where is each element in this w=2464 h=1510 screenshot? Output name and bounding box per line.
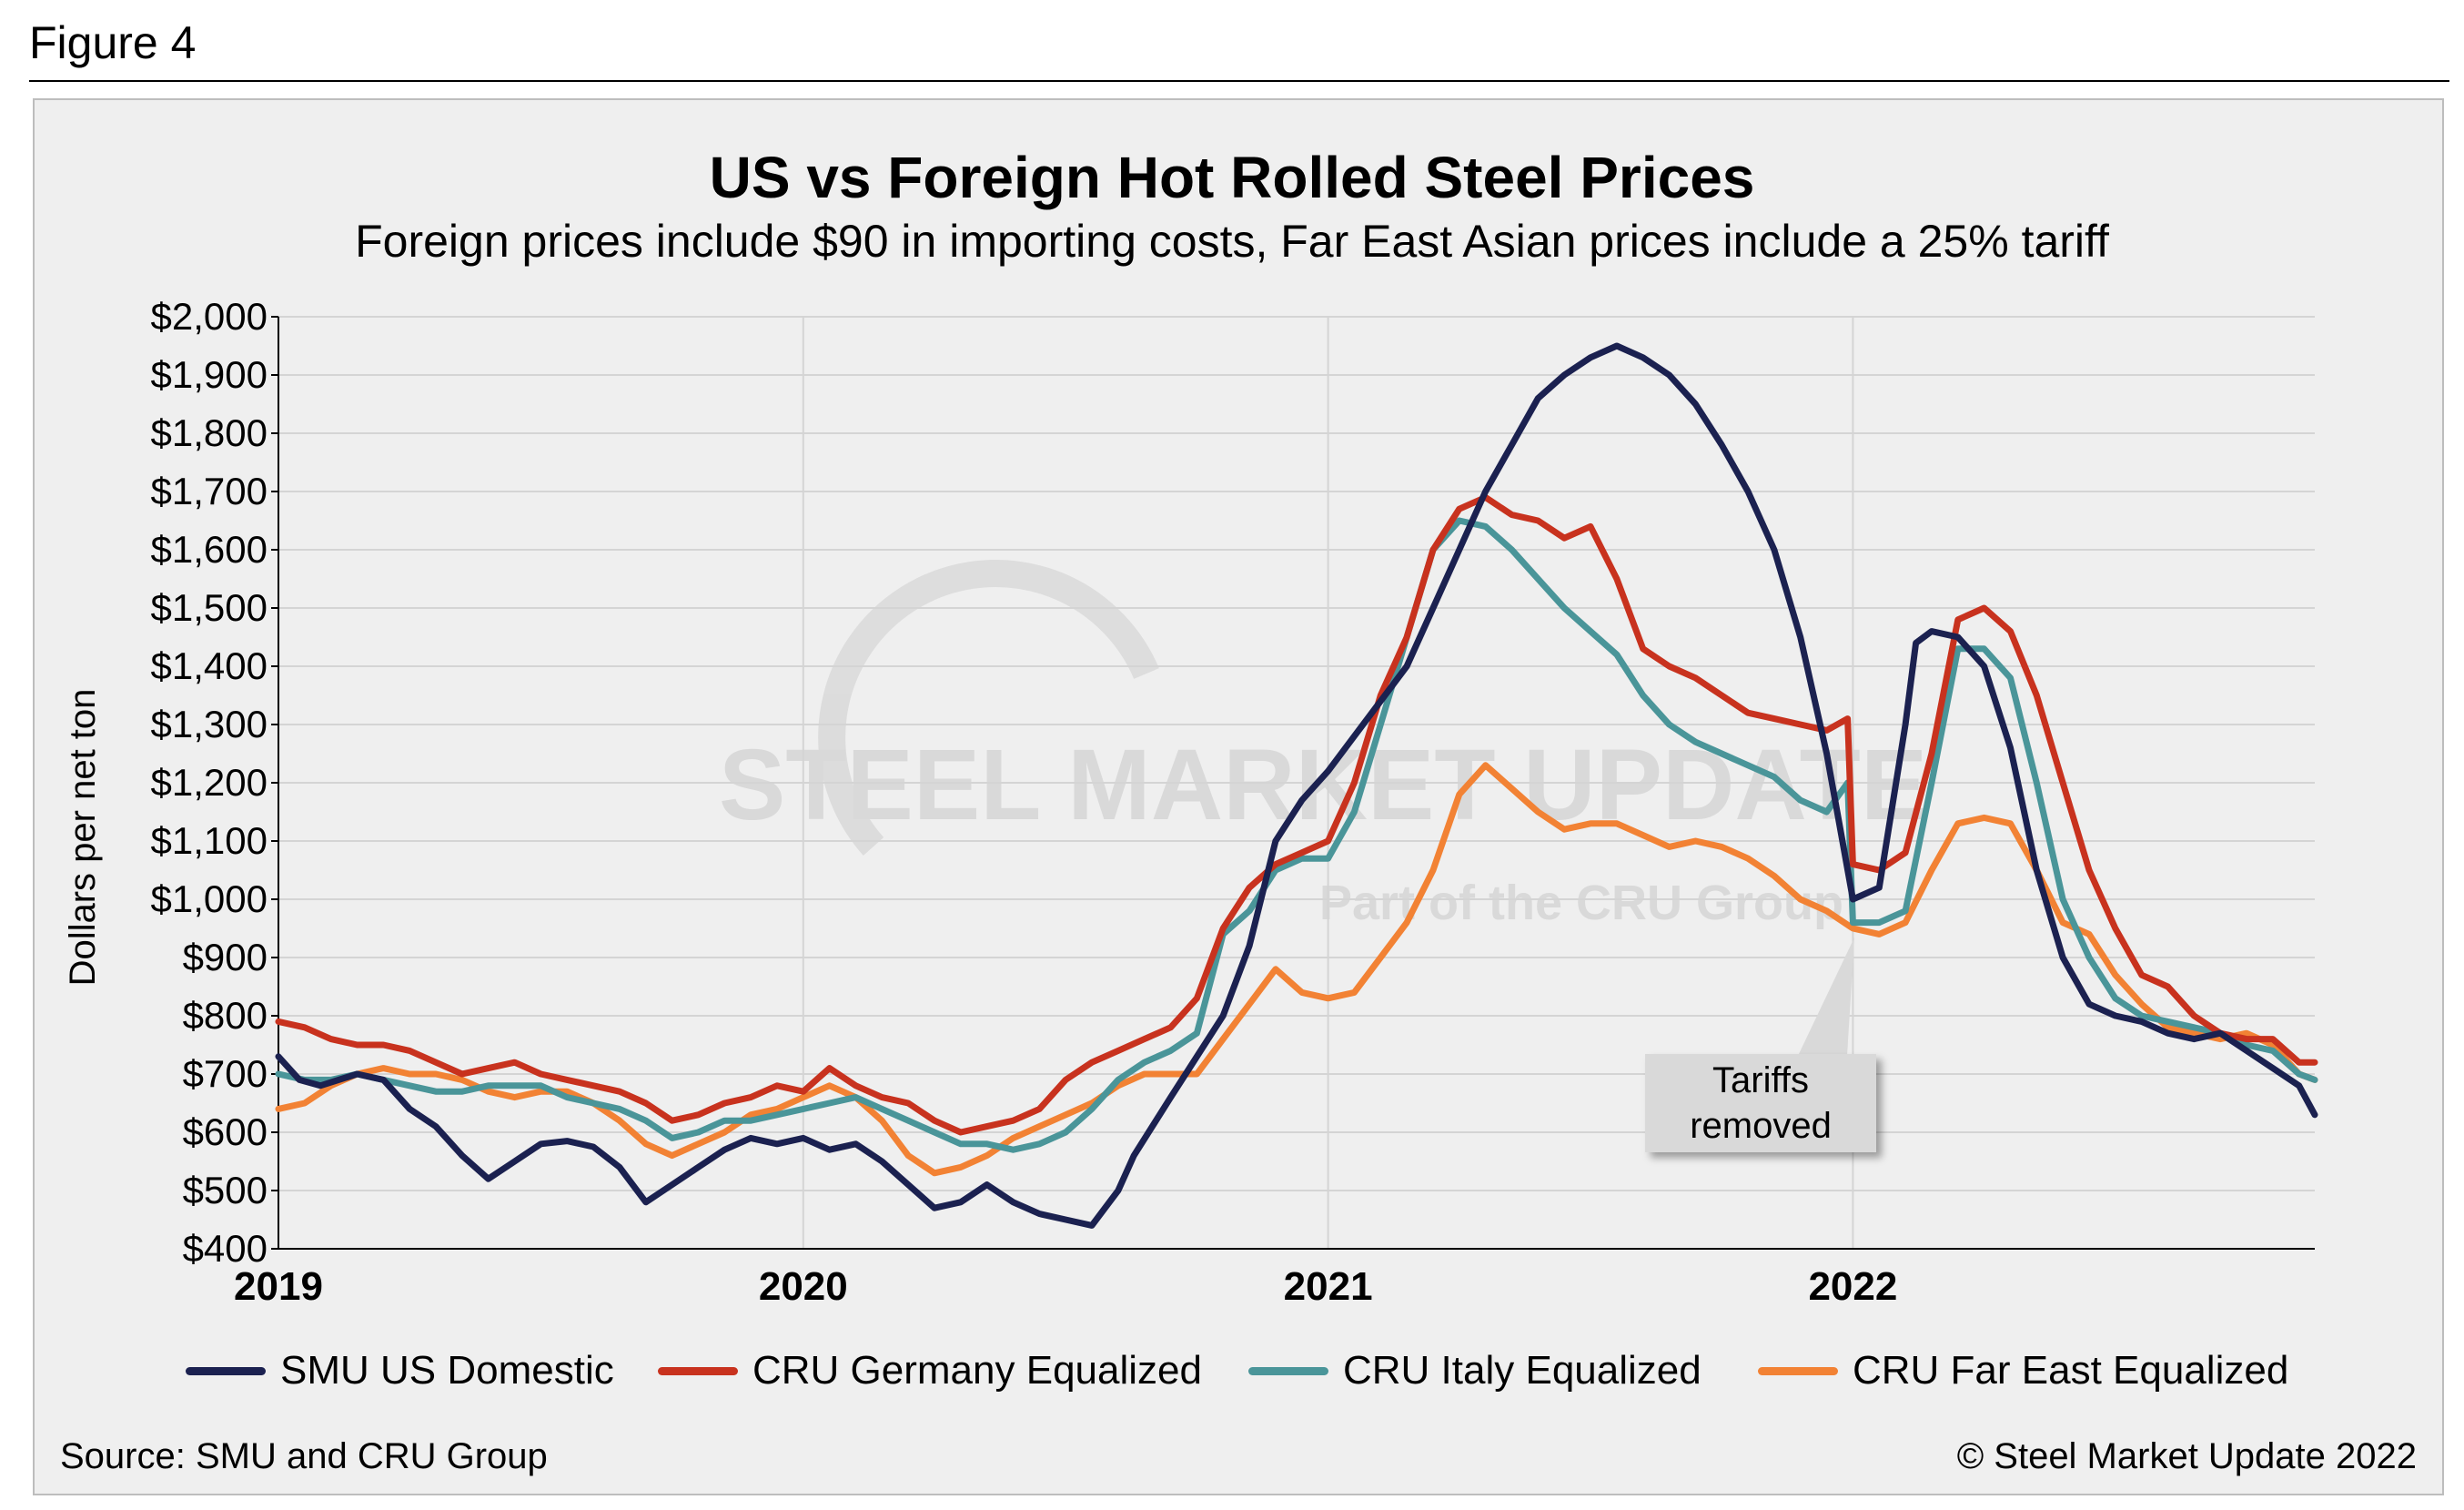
y-axis-title: Dollars per net ton — [63, 689, 103, 987]
y-tick-label: $400 — [183, 1227, 268, 1270]
callout-line-1: Tariffs — [1712, 1060, 1809, 1100]
legend-label-italy: CRU Italy Equalized — [1343, 1348, 1702, 1393]
y-tick-label: $1,800 — [151, 411, 268, 454]
y-tick-label: $900 — [183, 936, 268, 978]
y-tick-label: $1,200 — [151, 761, 268, 804]
y-tick-label: $1,900 — [151, 353, 268, 396]
x-tick-label: 2019 — [234, 1264, 323, 1309]
legend-item-italy: CRU Italy Equalized — [1248, 1343, 1702, 1398]
series-line-smu-us — [275, 342, 2318, 1229]
y-tick-label: $1,400 — [151, 644, 268, 687]
callout-pointer — [1798, 937, 1854, 1056]
watermark-logo: STEEL MARKET UPDATE Part of the CRU Grou… — [719, 560, 1927, 930]
y-tick-label: $1,100 — [151, 819, 268, 862]
series-line-far-east — [275, 762, 2318, 1177]
y-tick-label: $500 — [183, 1169, 268, 1211]
y-tick-label: $800 — [183, 994, 268, 1037]
tariffs-removed-callout: Tariffs removed — [1645, 1054, 1876, 1152]
legend-swatch-germany — [658, 1366, 738, 1375]
series-line-italy — [275, 517, 2318, 1153]
svg-text:Part of the CRU Group: Part of the CRU Group — [1319, 876, 1843, 930]
legend-swatch-italy — [1248, 1366, 1328, 1375]
y-tick-label: $2,000 — [151, 295, 268, 338]
y-tick-label: $1,300 — [151, 703, 268, 745]
legend-swatch-far-east — [1758, 1366, 1838, 1375]
series-line-germany — [275, 493, 2318, 1136]
y-tick-label: $1,700 — [151, 470, 268, 512]
legend-swatch-smu-us — [186, 1366, 266, 1375]
y-tick-label: $600 — [183, 1110, 268, 1153]
legend-label-far-east: CRU Far East Equalized — [1853, 1348, 2289, 1393]
legend-label-germany: CRU Germany Equalized — [752, 1348, 1202, 1393]
legend-label-smu-us: SMU US Domestic — [280, 1348, 614, 1393]
y-tick-label: $1,600 — [151, 528, 268, 571]
legend-item-germany: CRU Germany Equalized — [658, 1343, 1202, 1398]
y-tick-label: $1,500 — [151, 586, 268, 629]
y-tick-label: $1,000 — [151, 877, 268, 920]
svg-text:STEEL MARKET UPDATE: STEEL MARKET UPDATE — [719, 729, 1927, 841]
legend-item-smu-us: SMU US Domestic — [186, 1343, 614, 1398]
chart-subtitle: Foreign prices include $90 in importing … — [355, 216, 2109, 267]
x-tick-label: 2020 — [759, 1264, 848, 1309]
chart-title: US vs Foreign Hot Rolled Steel Prices — [709, 145, 1755, 210]
x-tick-label: 2021 — [1284, 1264, 1373, 1309]
x-tick-label: 2022 — [1808, 1264, 1897, 1309]
copyright-note: © Steel Market Update 2022 — [1956, 1436, 2417, 1476]
top-divider — [29, 80, 2449, 82]
figure-label: Figure 4 — [29, 17, 197, 68]
y-tick-label: $700 — [183, 1052, 268, 1095]
source-note: Source: SMU and CRU Group — [60, 1436, 548, 1476]
callout-line-2: removed — [1690, 1106, 1832, 1146]
legend-item-far-east: CRU Far East Equalized — [1758, 1343, 2288, 1398]
